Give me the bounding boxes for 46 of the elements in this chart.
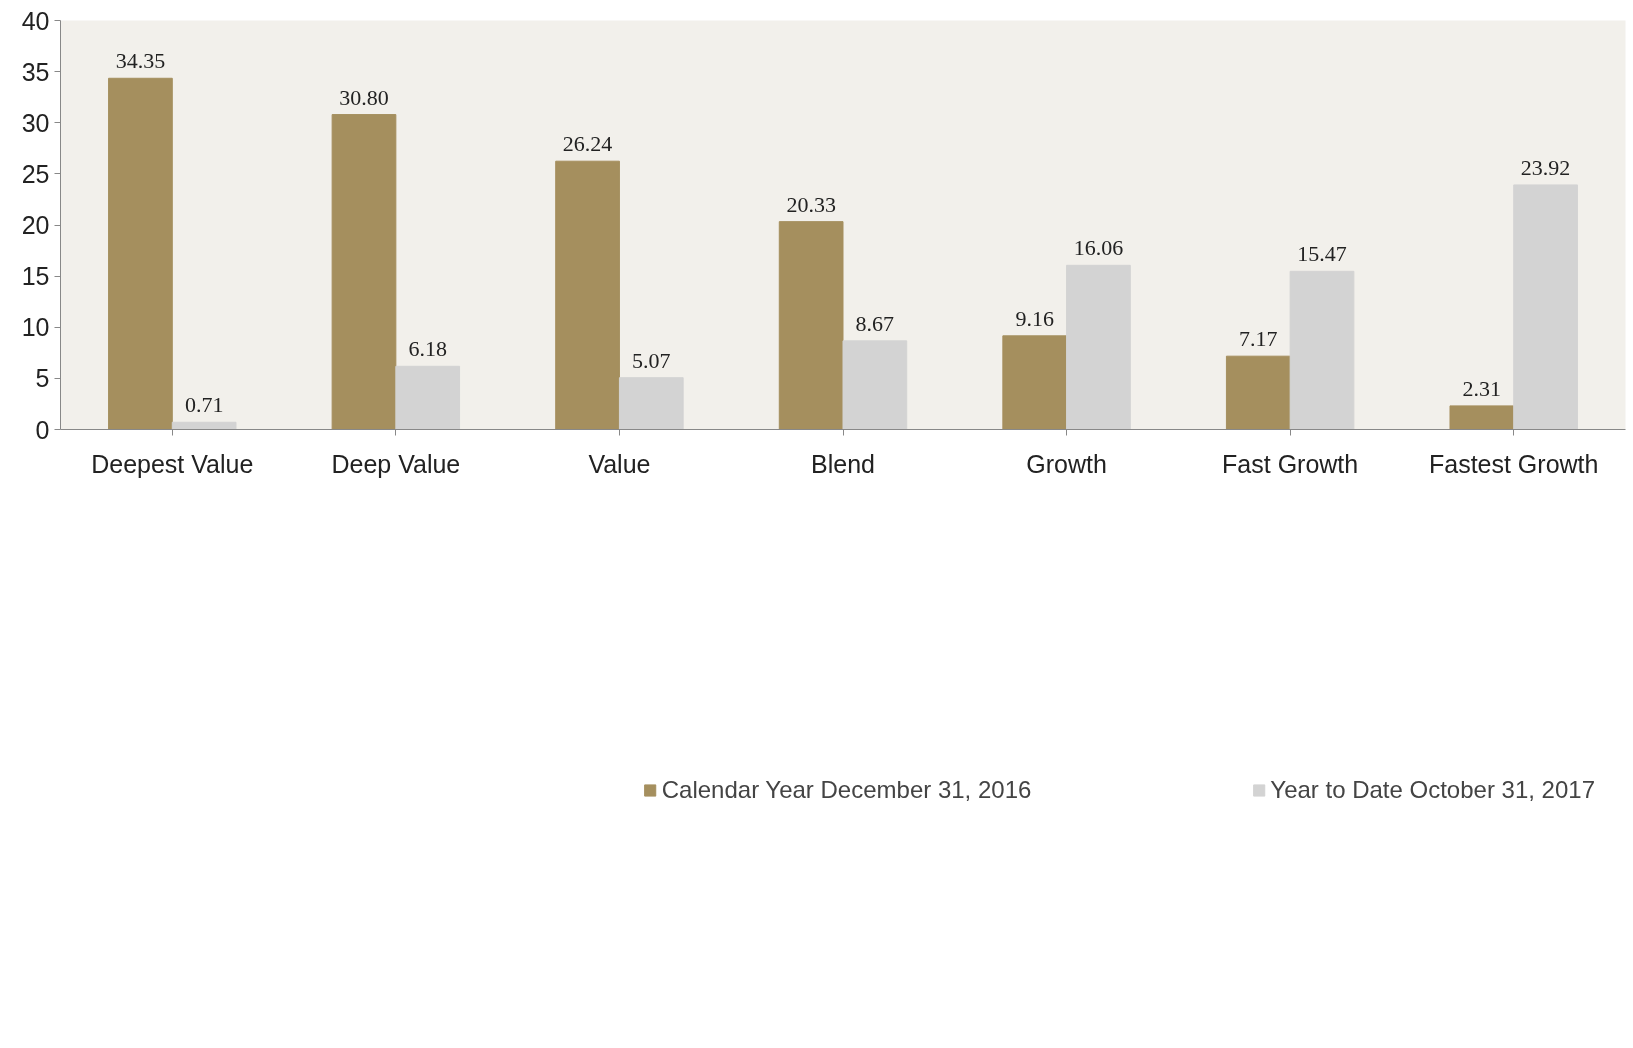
- data-label: 20.33: [786, 191, 836, 217]
- x-tick-label: Value: [588, 449, 651, 478]
- y-tick-label: 10: [21, 313, 50, 342]
- data-label: 0.71: [184, 392, 224, 418]
- data-label: 34.35: [115, 48, 166, 74]
- data-label: 6.18: [408, 336, 447, 362]
- data-label: 23.92: [1520, 154, 1571, 180]
- bar: [108, 77, 173, 430]
- data-label: 26.24: [562, 131, 613, 157]
- x-tick-label: Growth: [1026, 449, 1107, 478]
- bar: [842, 340, 908, 430]
- bar: [1002, 335, 1068, 430]
- bar: [1449, 405, 1515, 430]
- x-tick-label: Fast Growth: [1222, 449, 1359, 478]
- bar: [555, 160, 620, 430]
- bar: [1066, 264, 1131, 430]
- bar: [395, 365, 461, 430]
- y-tick-label: 0: [35, 415, 50, 444]
- data-label: 16.06: [1073, 235, 1124, 261]
- y-tick-label: 35: [21, 57, 50, 86]
- y-tick-label: 25: [21, 159, 50, 188]
- bar: [1513, 184, 1578, 430]
- y-tick-label: 30: [21, 108, 50, 137]
- data-label: 5.07: [632, 347, 671, 373]
- x-tick-label: Deep Value: [331, 449, 461, 478]
- x-tick-label: Deepest Value: [91, 449, 254, 478]
- bar: [331, 114, 397, 430]
- bar: [778, 221, 844, 430]
- data-label: 30.80: [339, 84, 389, 110]
- x-tick-label: Fastest Growth: [1428, 449, 1599, 478]
- x-tick-label: Blend: [811, 449, 875, 478]
- legend-label: Year to Date October 31, 2017: [1270, 776, 1595, 804]
- data-label: 9.16: [1015, 305, 1054, 331]
- y-tick-label: 5: [35, 364, 50, 393]
- bar: [1225, 355, 1291, 430]
- bar: [171, 421, 237, 430]
- y-tick-label: 20: [21, 211, 50, 239]
- bar: [1289, 270, 1355, 430]
- y-tick-label: 15: [21, 262, 50, 291]
- bar: [618, 377, 684, 430]
- data-label: 2.31: [1462, 375, 1502, 401]
- data-label: 15.47: [1297, 241, 1347, 267]
- data-label: 7.17: [1239, 326, 1278, 352]
- data-label: 8.67: [855, 310, 895, 336]
- y-tick-label: 40: [21, 6, 50, 35]
- legend-label: Calendar Year December 31, 2016: [661, 776, 1032, 804]
